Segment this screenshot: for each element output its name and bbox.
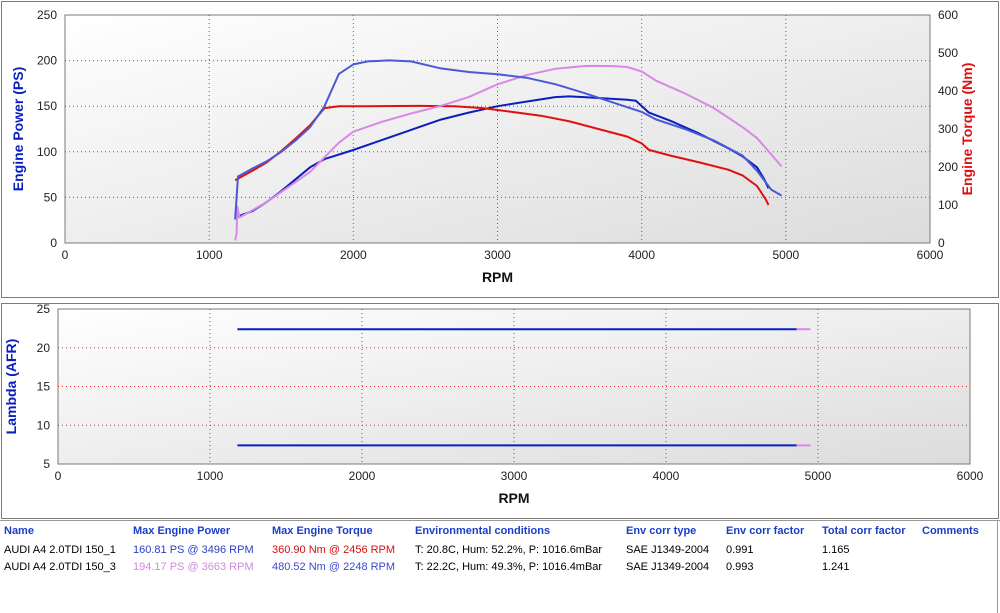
y2-tick-label: 500 xyxy=(938,46,958,60)
col-header-comments[interactable]: Comments xyxy=(922,525,979,537)
total-corr-factor-value: 1.165 xyxy=(822,544,850,556)
y-tick-label: 150 xyxy=(37,99,57,113)
x-tick-label: 4000 xyxy=(653,469,680,483)
col-header-env-corr-type[interactable]: Env corr type xyxy=(626,525,697,537)
table-divider xyxy=(0,520,1000,521)
x-tick-label: 0 xyxy=(55,469,62,483)
env-conditions-value: T: 20.8C, Hum: 52.2%, P: 1016.6mBar xyxy=(415,544,603,556)
x-tick-label: 3000 xyxy=(484,248,511,262)
x-tick-label: 5000 xyxy=(805,469,832,483)
col-header-env-corr-factor[interactable]: Env corr factor xyxy=(726,525,805,537)
y-tick-label: 100 xyxy=(37,145,57,159)
col-header-max-power[interactable]: Max Engine Power xyxy=(133,525,231,537)
total-corr-factor-value: 1.241 xyxy=(822,561,850,573)
table-row[interactable]: AUDI A4 2.0TDI 150_3 194.17 PS @ 3663 RP… xyxy=(0,561,996,577)
env-corr-factor-value: 0.993 xyxy=(726,561,754,573)
x-tick-label: 4000 xyxy=(628,248,655,262)
lambda-chart[interactable]: 0 1000 2000 3000 4000 5000 6000 5 10 15 20 25 RPM Lam… xyxy=(0,302,1000,518)
power-torque-chart[interactable]: 0 1000 2000 3000 4000 5000 6000050100150200250… xyxy=(0,0,1000,298)
y-tick-label: 5 xyxy=(43,457,50,471)
x-tick-label: 2000 xyxy=(340,248,367,262)
x-axis-title: RPM xyxy=(498,490,529,506)
x-tick-label: 1000 xyxy=(197,469,224,483)
y2-axis-title: Engine Torque (Nm) xyxy=(959,63,975,196)
x-tick-label: 6000 xyxy=(917,248,944,262)
y2-tick-label: 600 xyxy=(938,8,958,22)
y-tick-label: 20 xyxy=(37,341,51,355)
series-line-4 xyxy=(234,59,782,220)
x-tick-label: 3000 xyxy=(501,469,528,483)
y-tick-label: 10 xyxy=(37,418,51,432)
x-tick-label: 5000 xyxy=(772,248,799,262)
series-line-3 xyxy=(234,64,783,241)
dyno-chart-panel: 0 1000 2000 3000 4000 5000 6000 0 50 100 150 200 250… xyxy=(0,0,1000,298)
run-name: AUDI A4 2.0TDI 150_3 xyxy=(4,561,116,573)
env-conditions-value: T: 22.2C, Hum: 49.3%, P: 1016.4mBar xyxy=(415,561,603,573)
right-scroll-edge xyxy=(997,520,998,613)
run-name: AUDI A4 2.0TDI 150_1 xyxy=(4,544,116,556)
y-tick-label: 50 xyxy=(44,190,58,204)
lambda-chart-panel: 0 1000 2000 3000 4000 5000 6000 5 10 15 20 25 RPM Lam… xyxy=(0,302,1000,519)
x-tick-label: 6000 xyxy=(957,469,984,483)
y-axis-title: Lambda (AFR) xyxy=(3,339,19,435)
y-axis-title: Engine Power (PS) xyxy=(10,67,26,191)
x-tick-label: 2000 xyxy=(349,469,376,483)
series-line-2 xyxy=(234,104,770,206)
max-torque-value: 360.90 Nm @ 2456 RPM xyxy=(272,544,396,556)
col-header-total-corr-factor[interactable]: Total corr factor xyxy=(822,525,906,537)
x-axis-title: RPM xyxy=(482,269,513,285)
y-tick-label: 25 xyxy=(37,302,51,316)
y2-tick-label: 100 xyxy=(938,198,958,212)
y-tick-label: 0 xyxy=(50,236,57,250)
y2-tick-label: 0 xyxy=(938,236,945,250)
col-header-env-conditions[interactable]: Environmental conditions xyxy=(415,525,551,537)
table-row[interactable]: AUDI A4 2.0TDI 150_1 160.81 PS @ 3496 RP… xyxy=(0,544,996,560)
env-corr-type-value: SAE J1349-2004 xyxy=(626,544,710,556)
y-tick-label: 250 xyxy=(37,8,57,22)
col-header-max-torque[interactable]: Max Engine Torque xyxy=(272,525,373,537)
y2-tick-label: 300 xyxy=(938,122,958,136)
env-corr-type-value: SAE J1349-2004 xyxy=(626,561,710,573)
y-tick-label: 15 xyxy=(37,380,51,394)
x-tick-label: 1000 xyxy=(196,248,223,262)
max-torque-value: 480.52 Nm @ 2248 RPM xyxy=(272,561,396,573)
results-table: Name Max Engine Power Max Engine Torque … xyxy=(0,522,1000,613)
col-header-name[interactable]: Name xyxy=(4,525,34,537)
env-corr-factor-value: 0.991 xyxy=(726,544,754,556)
y2-tick-label: 400 xyxy=(938,84,958,98)
x-tick-label: 0 xyxy=(62,248,69,262)
plot-area xyxy=(64,14,931,244)
y2-tick-label: 200 xyxy=(938,160,958,174)
max-power-value: 160.81 PS @ 3496 RPM xyxy=(133,544,254,556)
max-power-value: 194.17 PS @ 3663 RPM xyxy=(133,561,254,573)
y-tick-label: 200 xyxy=(37,54,57,68)
